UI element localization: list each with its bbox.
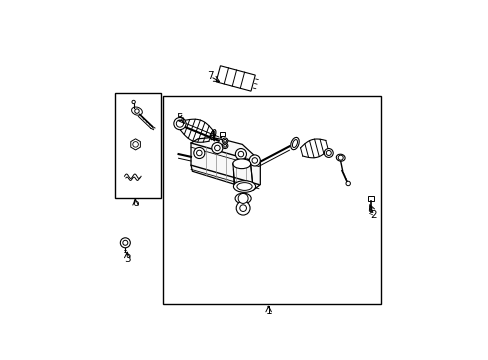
Circle shape [239, 205, 246, 211]
Bar [115, 93, 160, 198]
Polygon shape [216, 66, 255, 91]
Ellipse shape [233, 181, 255, 192]
Ellipse shape [210, 130, 216, 140]
Circle shape [120, 238, 130, 248]
Circle shape [133, 141, 138, 147]
Circle shape [238, 151, 243, 157]
Ellipse shape [232, 159, 250, 168]
Polygon shape [191, 138, 260, 190]
Text: 5: 5 [176, 113, 183, 123]
Circle shape [193, 148, 204, 158]
Circle shape [214, 145, 220, 151]
Text: 4: 4 [208, 130, 215, 140]
Circle shape [235, 149, 246, 159]
Bar [367, 196, 373, 201]
Circle shape [238, 193, 247, 203]
Circle shape [338, 155, 343, 160]
Circle shape [236, 201, 249, 215]
Ellipse shape [336, 154, 345, 161]
Circle shape [346, 181, 350, 186]
Ellipse shape [236, 183, 252, 190]
Circle shape [132, 100, 135, 104]
Ellipse shape [235, 193, 251, 204]
Text: 2: 2 [370, 210, 377, 220]
Ellipse shape [224, 139, 226, 142]
Circle shape [324, 149, 332, 157]
Ellipse shape [222, 143, 227, 149]
Circle shape [249, 155, 260, 166]
Text: 1: 1 [265, 306, 271, 316]
Ellipse shape [292, 140, 297, 148]
Circle shape [211, 143, 223, 153]
Polygon shape [130, 139, 140, 150]
Circle shape [325, 150, 330, 156]
Bar [163, 96, 380, 304]
Ellipse shape [131, 107, 142, 115]
Circle shape [251, 158, 257, 163]
Text: 7: 7 [207, 72, 213, 81]
Circle shape [176, 120, 183, 127]
Ellipse shape [224, 144, 226, 147]
Ellipse shape [211, 131, 214, 138]
Circle shape [173, 117, 185, 130]
Bar [219, 132, 224, 135]
Circle shape [135, 109, 139, 113]
Text: 3: 3 [123, 255, 130, 264]
Text: 6: 6 [132, 198, 139, 208]
Ellipse shape [222, 138, 227, 144]
Ellipse shape [290, 138, 299, 150]
Circle shape [122, 240, 127, 245]
Circle shape [196, 150, 202, 156]
